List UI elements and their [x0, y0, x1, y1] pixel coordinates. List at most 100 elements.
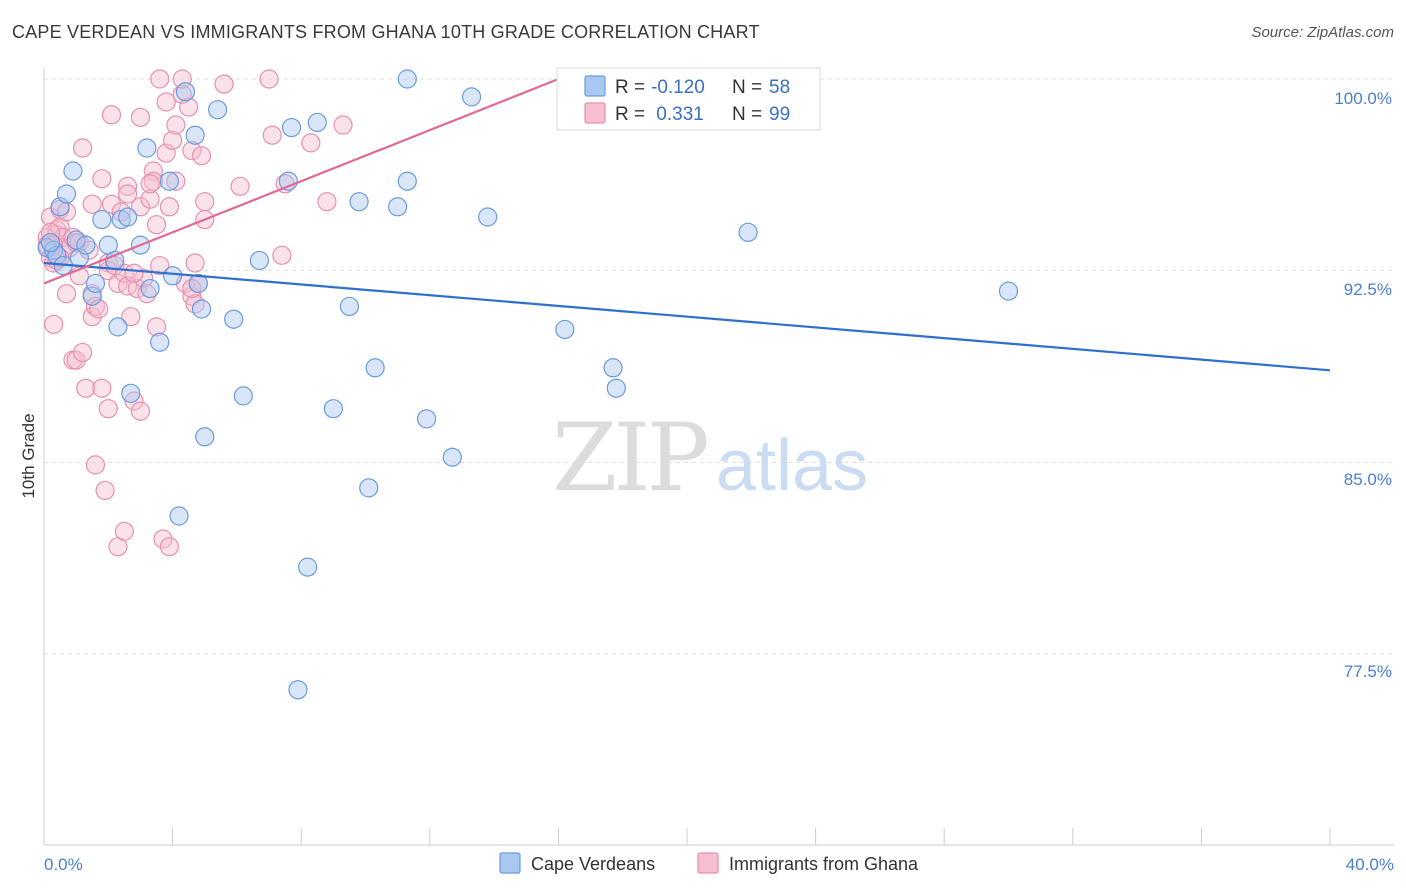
data-point	[224, 309, 244, 329]
data-point	[82, 194, 102, 214]
data-point	[92, 209, 112, 230]
data-point	[288, 680, 308, 700]
data-point	[416, 409, 437, 429]
legend-n-label: N =	[732, 77, 762, 98]
pink-trend-line	[43, 77, 559, 285]
data-point	[143, 171, 163, 191]
data-point	[124, 263, 144, 283]
data-point	[44, 314, 64, 334]
data-point	[349, 192, 369, 212]
data-point	[85, 455, 106, 475]
legend-swatch-pink	[584, 102, 606, 124]
data-point	[140, 174, 160, 194]
data-point	[301, 133, 321, 153]
data-point	[40, 232, 61, 253]
data-point	[85, 273, 106, 294]
data-point	[117, 184, 138, 204]
data-point	[249, 250, 270, 271]
legend-swatch-cape-verdeans	[499, 852, 521, 874]
data-point	[555, 319, 575, 340]
y-axis-label: 10th Grade	[19, 413, 38, 498]
data-point	[82, 307, 102, 327]
data-point	[281, 117, 302, 138]
data-point	[233, 386, 253, 406]
legend-r-value: 0.331	[651, 104, 704, 125]
data-point	[166, 115, 186, 135]
legend-n-value: 58	[769, 77, 790, 98]
legend-r-label: R =	[615, 104, 645, 125]
data-point	[339, 296, 360, 317]
data-point	[121, 307, 141, 327]
data-point	[92, 378, 112, 398]
y-tick-label: 85.0%	[1344, 470, 1392, 489]
data-point	[317, 192, 337, 212]
x-tick-label-max: 40.0%	[1346, 855, 1394, 874]
data-point	[461, 87, 482, 107]
legend-n-label: N =	[732, 104, 762, 125]
data-point	[117, 176, 138, 196]
data-point	[146, 215, 167, 235]
legend-label-ghana: Immigrants from Ghana	[729, 854, 919, 874]
data-point	[130, 107, 151, 127]
data-point	[182, 140, 202, 161]
data-point	[442, 447, 462, 467]
data-point	[175, 82, 196, 102]
data-point	[137, 284, 157, 304]
legend-swatch-blue	[584, 75, 606, 97]
data-point	[738, 222, 758, 242]
legend-n-value: 99	[769, 104, 790, 125]
data-point	[179, 97, 199, 117]
y-tick-label: 77.5%	[1344, 662, 1392, 681]
data-point	[998, 281, 1019, 301]
data-point	[117, 207, 138, 227]
data-point	[82, 286, 102, 306]
data-point	[150, 332, 170, 352]
data-point	[159, 171, 179, 191]
chart-source: Source: ZipAtlas.com	[1251, 24, 1394, 41]
data-point	[272, 245, 292, 265]
data-point	[76, 378, 96, 398]
data-point	[278, 171, 298, 191]
data-point	[56, 184, 77, 204]
data-point	[262, 125, 282, 145]
data-point	[72, 138, 93, 158]
data-point	[124, 391, 144, 411]
data-point	[185, 294, 205, 314]
data-point	[163, 266, 183, 286]
data-point	[298, 557, 318, 577]
data-point	[163, 130, 183, 150]
data-point	[105, 250, 125, 271]
legend-swatch-ghana	[697, 852, 719, 874]
data-point	[98, 399, 118, 419]
data-point	[603, 358, 623, 378]
data-point	[153, 529, 173, 549]
data-point	[156, 92, 176, 112]
series-legend: Cape Verdeans Immigrants from Ghana	[499, 852, 919, 874]
legend-r-value: -0.120	[651, 77, 705, 98]
data-point	[323, 399, 343, 419]
data-point	[259, 69, 279, 89]
data-point	[191, 146, 212, 166]
data-point	[606, 378, 626, 398]
y-tick-labels: 100.0% 92.5% 85.0% 77.5%	[1334, 89, 1392, 681]
data-point	[143, 161, 163, 181]
data-point	[130, 401, 151, 421]
data-point	[397, 69, 417, 89]
blue-trend-line	[43, 261, 1331, 372]
correlation-legend: R = -0.120 N = 58 R = 0.331 N = 99	[556, 67, 821, 131]
gridlines	[44, 78, 1394, 655]
data-point	[63, 161, 83, 181]
data-point	[130, 197, 151, 217]
watermark-atlas: atlas	[716, 426, 868, 506]
data-point	[214, 74, 234, 94]
data-point	[166, 171, 186, 191]
data-point	[101, 194, 122, 214]
data-point	[365, 358, 385, 378]
chart-title: CAPE VERDEAN VS IMMIGRANTS FROM GHANA 10…	[12, 22, 760, 42]
data-point	[188, 273, 208, 294]
y-tick-label: 100.0%	[1334, 89, 1392, 108]
data-point	[159, 537, 179, 557]
data-point	[66, 350, 86, 370]
legend-r-label: R =	[615, 77, 645, 98]
